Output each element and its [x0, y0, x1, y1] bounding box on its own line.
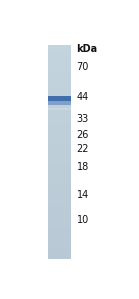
Text: 33: 33 — [77, 114, 89, 124]
Text: 14: 14 — [77, 190, 89, 200]
Text: 10: 10 — [77, 215, 89, 225]
Text: 22: 22 — [77, 144, 89, 154]
Bar — [48, 96, 71, 101]
Bar — [48, 101, 71, 105]
Text: 70: 70 — [77, 62, 89, 72]
Text: 26: 26 — [77, 130, 89, 140]
Text: 18: 18 — [77, 162, 89, 172]
Text: kDa: kDa — [77, 44, 98, 54]
Text: 44: 44 — [77, 92, 89, 102]
